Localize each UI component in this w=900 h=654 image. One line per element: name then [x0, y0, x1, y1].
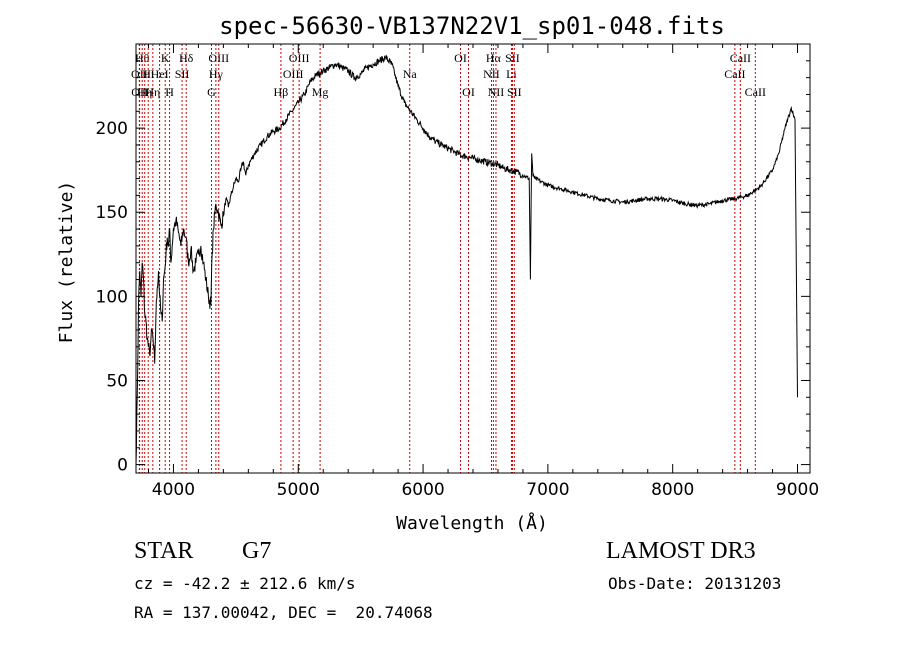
object-class: STAR: [134, 538, 194, 564]
line-marker-label: CaII: [745, 85, 766, 99]
y-tick-label: 200: [96, 119, 128, 139]
y-tick-label: 150: [96, 203, 128, 223]
y-tick-label: 100: [96, 287, 128, 307]
x-tick-label: 7000: [526, 480, 569, 500]
observation-date: Obs-Date: 20131203: [608, 574, 782, 593]
chart-title: spec-56630-VB137N22V1_sp01-048.fits: [219, 12, 725, 40]
line-marker-label: OIII: [289, 51, 310, 65]
y-tick-label: 0: [117, 456, 128, 476]
line-marker-label: Hδ: [179, 51, 194, 65]
line-marker-label: Hι: [142, 67, 155, 81]
line-marker-label: OIII: [283, 67, 304, 81]
line-marker-label: CaII: [724, 67, 745, 81]
line-marker-label: SII: [507, 85, 522, 99]
spectrum-line: [135, 54, 798, 465]
x-tick-label: 6000: [401, 480, 444, 500]
line-marker-label: K: [161, 51, 170, 65]
line-marker-label: Hθ: [135, 51, 150, 65]
sky-coordinates: RA = 137.00042, DEC = 20.74068: [134, 603, 433, 622]
line-marker-label: OII: [131, 85, 148, 99]
line-marker-label: H: [165, 85, 174, 99]
line-marker-label: Hα: [486, 51, 502, 65]
line-marker-label: SII: [175, 67, 190, 81]
line-marker-label: NII: [483, 67, 500, 81]
line-marker-label: Li: [506, 67, 517, 81]
line-marker-label: OI: [462, 85, 475, 99]
x-tick-label: 9000: [776, 480, 819, 500]
line-marker-label: G: [207, 85, 216, 99]
x-tick-label: 4000: [152, 480, 195, 500]
y-tick-label: 50: [106, 371, 128, 391]
object-subclass: G7: [242, 538, 272, 564]
y-axis-label: Flux (relative): [56, 181, 77, 344]
line-marker-label: SII: [505, 51, 520, 65]
x-tick-label: 5000: [277, 480, 320, 500]
line-marker-label: CaII: [730, 51, 751, 65]
line-marker-label: Na: [403, 67, 418, 81]
line-marker-label: Mg: [312, 85, 329, 99]
y-axis: 0 50 100 150 200: [96, 43, 810, 476]
plot-frame: [135, 43, 811, 474]
line-marker-label: Hγ: [209, 67, 224, 81]
line-marker-label: OIII: [208, 51, 229, 65]
line-marker-label: OI: [454, 51, 467, 65]
survey-name: LAMOST DR3: [606, 538, 756, 564]
x-tick-label: 8000: [651, 480, 694, 500]
line-marker-label: HeI: [151, 67, 169, 81]
line-marker-label: Hβ: [274, 85, 289, 99]
line-marker-label: NII: [488, 85, 505, 99]
x-axis-label: Wavelength (Å): [396, 512, 548, 534]
spectral-line-markers: OIIOIIHθHηHιHηHeIKHSIIHδGHγOIIIHβOIIIOII…: [131, 44, 766, 473]
x-axis: 4000 5000 6000 7000 8000 9000: [147, 44, 819, 500]
line-marker-label: Hη: [145, 85, 160, 99]
radial-velocity: cz = -42.2 ± 212.6 km/s: [134, 574, 356, 593]
